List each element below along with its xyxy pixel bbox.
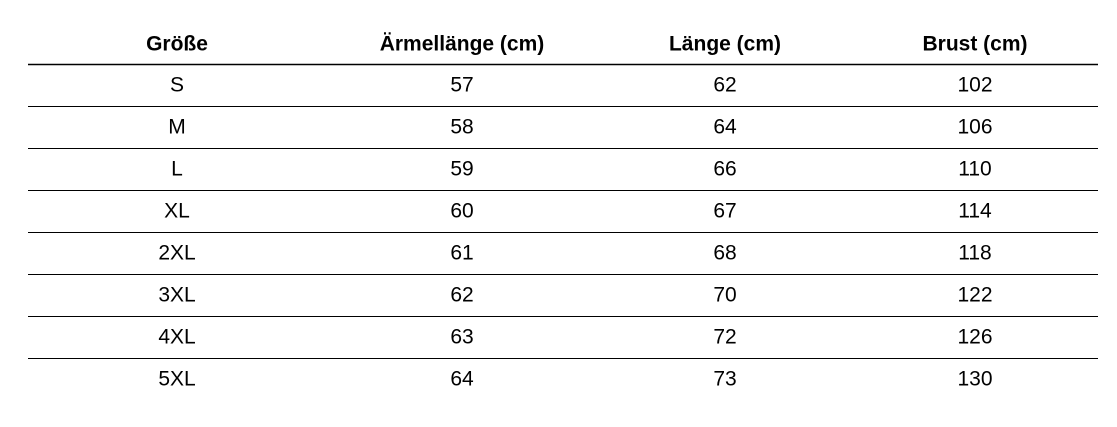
header-cell: Größe: [146, 33, 208, 56]
table-cell: 110: [958, 158, 991, 181]
table-cell: 68: [713, 242, 736, 265]
table-cell: 5XL: [158, 368, 195, 391]
table-cell: 118: [958, 242, 991, 265]
table-cell: 130: [957, 368, 992, 391]
table-cell: 57: [450, 74, 473, 97]
header-cell: Brust (cm): [922, 33, 1027, 56]
table-cell: 62: [450, 284, 473, 307]
table-cell: 70: [713, 284, 736, 307]
table-cell: 126: [957, 326, 992, 349]
table-cell: 4XL: [158, 326, 195, 349]
table-cell: 3XL: [158, 284, 195, 307]
table-cell: 64: [713, 116, 737, 139]
table-cell: 67: [713, 200, 736, 223]
table-cell: 122: [957, 284, 992, 307]
table-cell: 61: [450, 242, 473, 265]
table-cell: 62: [713, 74, 736, 97]
table-cell: 64: [450, 368, 474, 391]
table-cell: S: [170, 74, 184, 97]
table-cell: L: [171, 158, 183, 181]
header-cell: Länge (cm): [669, 33, 781, 56]
table-cell: 102: [957, 74, 992, 97]
table-cell: 106: [957, 116, 992, 139]
table-cell: 66: [713, 158, 736, 181]
table-cell: 2XL: [158, 242, 195, 265]
header-cell: Ärmellänge (cm): [380, 33, 545, 56]
table-cell: 114: [958, 200, 992, 223]
table-cell: 63: [450, 326, 473, 349]
table-cell: 60: [450, 200, 473, 223]
table-cell: 72: [713, 326, 736, 349]
table-cell: 59: [450, 158, 473, 181]
table-cell: 58: [450, 116, 473, 139]
table-cell: M: [168, 116, 186, 139]
table-cell: 73: [713, 368, 736, 391]
table-cell: XL: [164, 200, 190, 223]
